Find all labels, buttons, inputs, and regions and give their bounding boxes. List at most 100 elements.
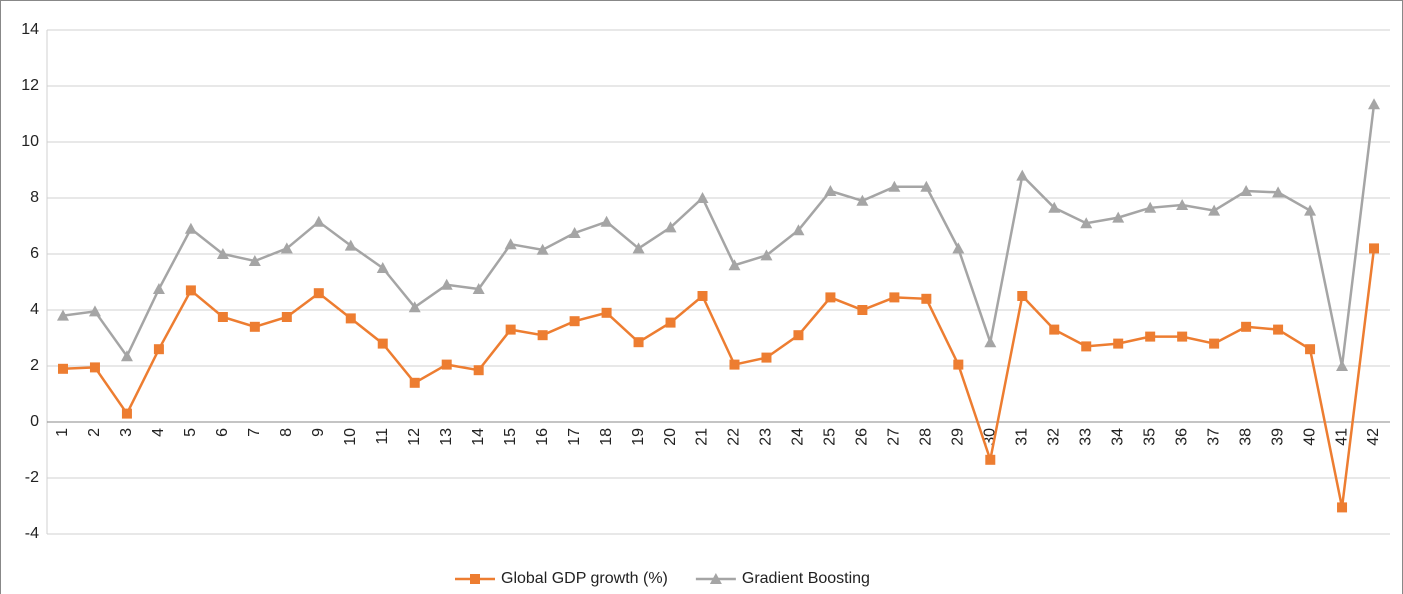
x-tick-label: 18	[598, 428, 615, 446]
marker	[760, 249, 773, 261]
marker	[1080, 217, 1093, 229]
x-tick-label: 22	[726, 428, 743, 446]
marker	[953, 359, 964, 370]
marker	[409, 377, 420, 388]
marker	[377, 338, 388, 349]
marker	[470, 574, 480, 584]
marker	[56, 309, 69, 321]
marker	[792, 224, 805, 236]
x-tick-label: 26	[854, 428, 871, 446]
x-tick-label: 42	[1365, 428, 1382, 446]
marker	[984, 336, 997, 348]
y-tick-label: 8	[30, 189, 39, 206]
marker	[120, 350, 133, 362]
marker	[1177, 331, 1188, 342]
x-tick-label: 6	[214, 428, 231, 437]
x-tick-label: 1	[54, 428, 71, 437]
marker	[1017, 291, 1028, 301]
marker	[1081, 341, 1092, 352]
marker	[185, 285, 196, 296]
marker	[1240, 185, 1253, 196]
y-tick-label: -2	[25, 469, 39, 486]
marker	[856, 194, 869, 206]
marker	[665, 317, 676, 328]
marker	[696, 192, 709, 203]
marker	[88, 305, 101, 317]
y-tick-label: 2	[30, 357, 39, 374]
marker	[184, 222, 197, 234]
marker	[728, 259, 741, 271]
marker	[633, 337, 644, 348]
marker	[1016, 169, 1029, 181]
marker	[1048, 201, 1061, 213]
x-tick-label: 37	[1205, 428, 1222, 446]
legend-label: Global GDP growth (%)	[501, 570, 668, 587]
series-line	[62, 248, 1376, 508]
x-tick-label: 11	[374, 428, 391, 445]
marker	[920, 180, 933, 192]
x-tick-label: 32	[1045, 428, 1062, 446]
marker	[1304, 204, 1317, 216]
marker	[504, 238, 517, 250]
marker	[473, 365, 484, 376]
marker	[376, 262, 389, 273]
x-tick-label: 27	[886, 428, 903, 446]
marker	[1305, 344, 1316, 355]
marker	[729, 359, 740, 370]
y-tick-label: 12	[21, 77, 39, 94]
x-tick-label: 21	[694, 428, 711, 446]
y-tick-label: 0	[30, 413, 39, 430]
marker	[632, 242, 645, 254]
marker	[440, 278, 453, 290]
marker	[472, 283, 485, 294]
marker	[1241, 321, 1252, 332]
marker	[1336, 360, 1349, 371]
x-tick-label: 5	[182, 428, 199, 437]
x-tick-label: 28	[918, 428, 935, 446]
marker	[1144, 201, 1157, 213]
x-tick-label: 29	[950, 428, 967, 446]
x-tick-label: 16	[534, 428, 551, 446]
marker	[216, 248, 229, 259]
marker	[1209, 338, 1220, 349]
x-tick-label: 7	[246, 428, 263, 437]
marker	[153, 344, 164, 355]
x-tick-label: 36	[1173, 428, 1190, 446]
marker	[1208, 204, 1221, 216]
x-tick-label: 19	[630, 428, 647, 446]
marker	[280, 242, 293, 254]
marker	[697, 291, 708, 301]
marker	[536, 243, 549, 255]
y-tick-label: 14	[21, 21, 39, 38]
x-tick-label: 10	[342, 428, 359, 446]
marker	[793, 330, 804, 341]
x-tick-label: 15	[502, 428, 519, 446]
marker	[1049, 324, 1060, 335]
marker	[248, 255, 261, 266]
marker	[921, 293, 932, 304]
marker	[121, 408, 132, 419]
marker	[569, 316, 580, 327]
x-tick-label: 25	[822, 428, 839, 446]
x-tick-label: 13	[438, 428, 455, 446]
x-tick-label: 4	[150, 428, 167, 437]
x-tick-label: 24	[790, 428, 807, 446]
marker	[709, 573, 722, 584]
marker	[57, 363, 68, 374]
marker	[312, 215, 325, 227]
marker	[1337, 502, 1348, 513]
marker	[857, 305, 868, 315]
y-tick-label: -4	[25, 525, 39, 542]
marker	[281, 312, 292, 322]
marker	[441, 359, 452, 370]
x-tick-label: 39	[1269, 428, 1286, 446]
x-tick-label: 31	[1013, 428, 1030, 446]
x-tick-label: 2	[86, 428, 103, 437]
y-tick-label: 10	[21, 133, 39, 150]
marker	[952, 242, 965, 254]
marker	[1273, 324, 1284, 335]
series-line	[62, 104, 1376, 367]
marker	[152, 283, 165, 294]
marker	[505, 324, 516, 335]
